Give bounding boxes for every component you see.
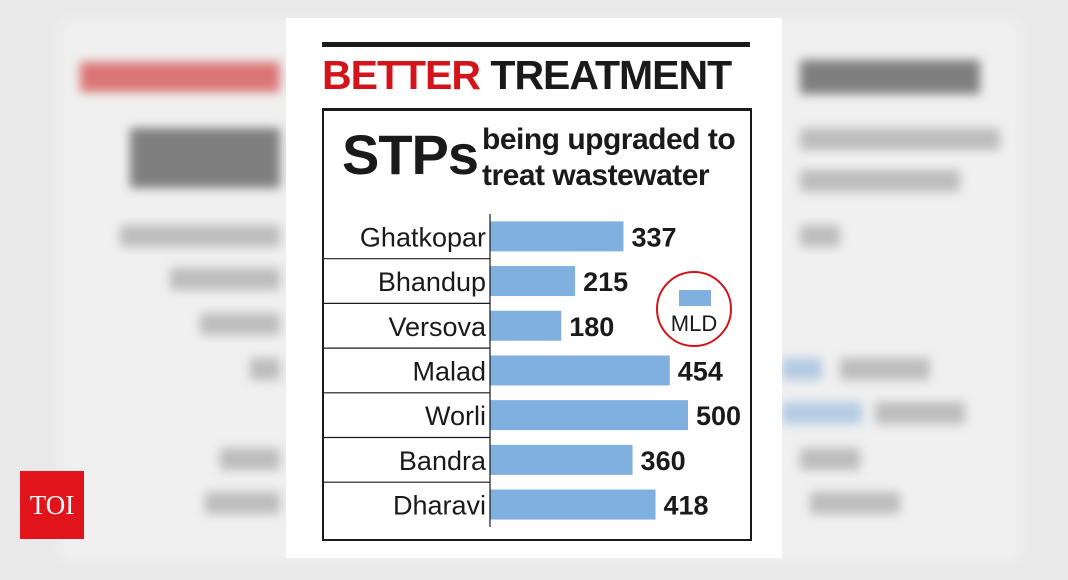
toi-logo: TOI [20,471,84,539]
infographic-card: BETTER TREATMENT STPs being upgraded to … [286,18,782,558]
headline-main: TREATMENT [490,52,732,98]
unit-legend: MLD [656,271,732,347]
data-label: 360 [641,446,686,476]
chart-subtitle: being upgraded to treat wastewater [482,123,736,192]
category-label: Bhandup [378,267,486,297]
category-label: Dharavi [393,491,486,521]
bar [490,444,633,475]
bar [490,266,576,297]
category-label: Worli [425,401,486,431]
bar [490,310,562,341]
chart-abbr: STPs [342,123,479,186]
data-label: 454 [678,356,723,386]
top-rule [322,42,750,47]
category-label: Versova [388,312,487,342]
data-label: 215 [583,267,628,297]
category-label: Bandra [399,446,487,476]
data-label: 180 [569,312,614,342]
legend-unit-label: MLD [670,311,718,336]
data-label: 337 [631,222,676,252]
bar [490,489,656,520]
category-label: Malad [412,356,486,386]
bar [490,355,670,386]
data-label: 418 [664,491,709,521]
bar [490,400,688,431]
chart-frame [322,108,752,541]
headline-accent: BETTER [322,52,481,98]
data-label: 500 [696,401,741,431]
bar-chart: Ghatkopar 337 Bhandup 215 Versova 180 Malad 454… [324,214,741,527]
legend-swatch [679,290,711,306]
headline: BETTER TREATMENT [322,52,732,98]
bar [490,221,624,252]
category-label: Ghatkopar [360,222,486,252]
